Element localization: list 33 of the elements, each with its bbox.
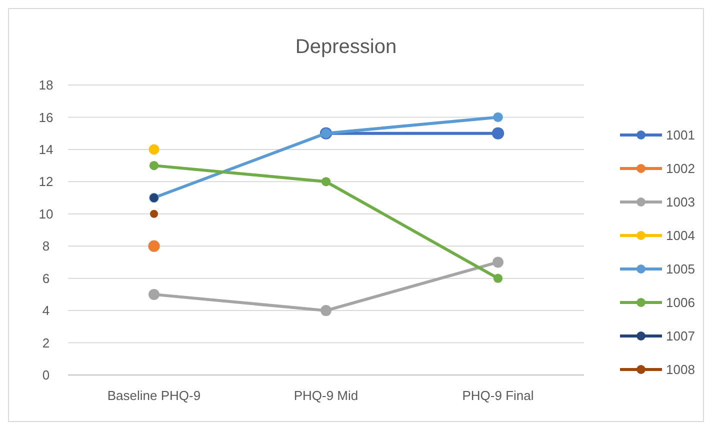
legend-label: 1001 bbox=[666, 128, 695, 143]
point bbox=[493, 112, 503, 122]
point bbox=[148, 240, 160, 252]
x-tick-label: Baseline PHQ-9 bbox=[107, 388, 201, 403]
legend-label: 1004 bbox=[666, 228, 695, 244]
legend-label: 1002 bbox=[666, 161, 695, 176]
point bbox=[492, 256, 504, 268]
x-tick-label: PHQ-9 Mid bbox=[294, 388, 358, 403]
y-tick-label: 14 bbox=[38, 142, 54, 157]
y-tick-label: 6 bbox=[42, 270, 50, 286]
legend-label: 1003 bbox=[666, 194, 695, 210]
y-tick-label: 2 bbox=[42, 335, 50, 350]
y-tick-label: 0 bbox=[42, 368, 50, 383]
legend-label: 1006 bbox=[666, 295, 695, 310]
y-tick-label: 10 bbox=[38, 206, 54, 222]
point bbox=[148, 288, 160, 300]
y-tick-label: 12 bbox=[38, 174, 54, 190]
x-tick-label: PHQ-9 Final bbox=[462, 388, 534, 403]
point bbox=[492, 127, 504, 140]
legend-label: 1008 bbox=[666, 362, 695, 378]
point bbox=[148, 144, 160, 155]
point bbox=[493, 274, 503, 283]
y-tick-label: 18 bbox=[38, 78, 54, 93]
y-tick-label: 4 bbox=[42, 303, 50, 318]
chart-title: Depression bbox=[295, 36, 397, 58]
legend-label: 1007 bbox=[666, 328, 695, 344]
legend-label: 1005 bbox=[666, 262, 695, 277]
point bbox=[150, 210, 158, 218]
point bbox=[149, 160, 159, 170]
y-tick-label: 16 bbox=[38, 110, 54, 125]
point bbox=[320, 305, 332, 316]
point bbox=[321, 177, 331, 186]
y-tick-label: 8 bbox=[42, 238, 50, 254]
